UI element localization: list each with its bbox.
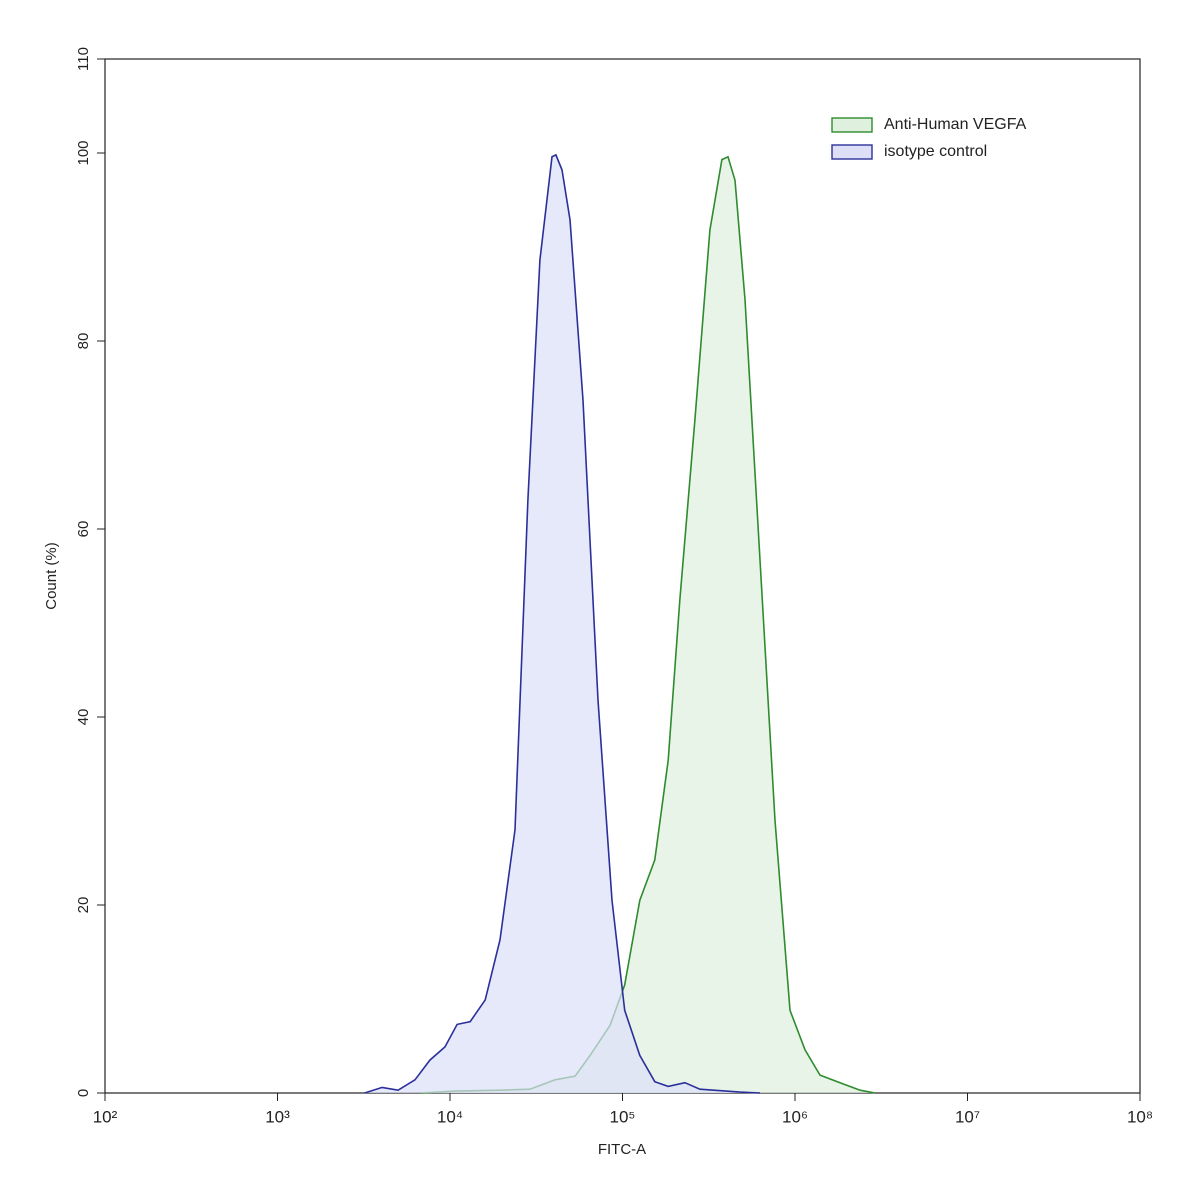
- area-fill: [420, 156, 875, 1094]
- legend-swatch: [831, 144, 873, 160]
- area-line: [364, 153, 761, 1094]
- y-tick-label: 110: [75, 47, 92, 71]
- y-tick-label: 20: [75, 897, 92, 914]
- x-tick-label: 10³: [265, 1107, 290, 1126]
- x-tick-label: 10⁴: [437, 1107, 463, 1126]
- plot-frame: [104, 58, 1141, 1094]
- x-tick-label: 10⁶: [782, 1107, 808, 1126]
- area-fill: [364, 154, 760, 1093]
- x-tick-label: 10⁸: [1127, 1107, 1153, 1126]
- legend-label: isotype control: [884, 143, 987, 160]
- y-tick-label: 40: [75, 709, 92, 726]
- y-tick-label: 0: [75, 1089, 92, 1097]
- x-tick-label: 10⁷: [955, 1107, 980, 1126]
- x-tick-label: 10⁵: [610, 1107, 636, 1126]
- x-tick-label: 10²: [93, 1107, 118, 1126]
- y-axis-label: Count (%): [43, 542, 60, 610]
- y-tick-label: 80: [75, 333, 92, 350]
- y-tick-label: 100: [75, 140, 92, 165]
- y-tick-label: 60: [75, 521, 92, 538]
- x-axis-label: FITC-A: [598, 1141, 646, 1158]
- legend-swatch: [831, 117, 873, 133]
- legend-label: Anti-Human VEGFA: [884, 116, 1027, 133]
